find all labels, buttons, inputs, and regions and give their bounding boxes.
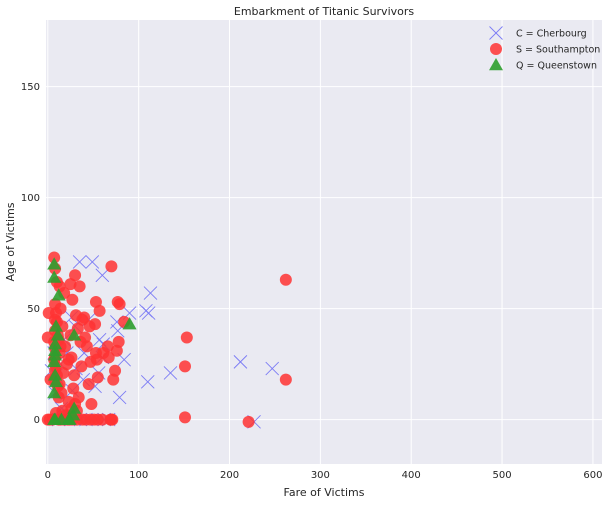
legend-marker — [489, 58, 503, 71]
data-point — [242, 415, 255, 428]
data-point — [180, 331, 193, 344]
legend-marker — [489, 26, 503, 40]
x-tick-label: 300 — [311, 470, 330, 481]
data-point — [110, 344, 123, 357]
data-point — [47, 270, 62, 283]
data-point — [59, 340, 72, 353]
grid-lines — [46, 20, 602, 464]
data-point — [143, 286, 158, 300]
data-point — [84, 355, 97, 368]
data-point — [51, 288, 66, 301]
chart-title: Embarkment of Titanic Survivors — [234, 5, 415, 18]
data-point — [82, 378, 95, 391]
data-point — [48, 348, 63, 361]
y-tick-label: 100 — [21, 193, 40, 204]
data-point — [265, 361, 280, 376]
data-point — [50, 328, 65, 341]
data-point — [41, 331, 54, 344]
data-point — [42, 307, 55, 320]
data-point — [140, 375, 155, 389]
data-point — [72, 255, 87, 269]
y-axis-label: Age of Victims — [4, 202, 17, 281]
legend-marker — [490, 43, 502, 55]
data-point — [64, 278, 77, 291]
legend-item: S = Southampton — [490, 43, 600, 56]
data-point — [233, 355, 248, 369]
x-tick-label: 0 — [45, 470, 51, 481]
data-point — [107, 373, 120, 386]
data-point — [69, 269, 82, 282]
data-point — [101, 340, 114, 353]
data-point — [105, 260, 118, 273]
data-point — [112, 390, 127, 405]
x-tick-label: 400 — [402, 470, 421, 481]
legend-label: C = Cherbourg — [516, 29, 587, 40]
x-axis-label: Fare of Victims — [284, 486, 365, 499]
data-point — [48, 374, 63, 388]
data-point — [48, 337, 63, 350]
axes: 0 100 200 300 400 500 600 0 50 100 150 — [21, 82, 603, 481]
data-point — [122, 317, 137, 330]
data-point — [48, 368, 63, 381]
data-point — [49, 298, 62, 311]
data-point — [68, 369, 81, 382]
data-point — [62, 412, 77, 425]
data-point — [179, 411, 191, 424]
data-point — [93, 304, 106, 317]
legend-label: S = Southampton — [516, 45, 600, 56]
y-tick-label: 0 — [34, 415, 40, 426]
data-point — [85, 255, 100, 269]
data-point — [47, 257, 62, 270]
data-point — [106, 413, 119, 426]
series-3 — [47, 257, 137, 425]
data-point — [279, 373, 292, 386]
data-point — [113, 298, 126, 311]
x-tick-label: 600 — [583, 470, 602, 481]
data-point — [66, 293, 79, 306]
y-tick-label: 50 — [27, 304, 40, 315]
data-point — [91, 371, 104, 384]
data-point — [67, 382, 80, 395]
legend-label: Q = Queenstown — [516, 61, 597, 72]
y-tick-label: 150 — [21, 82, 40, 93]
data-point — [179, 360, 191, 373]
x-tick-label: 200 — [220, 470, 239, 481]
data-point — [95, 268, 110, 283]
data-points — [41, 251, 292, 429]
x-tick-label: 100 — [129, 470, 148, 481]
data-point — [102, 351, 115, 364]
data-point — [47, 354, 62, 368]
data-point — [62, 353, 75, 366]
data-point — [47, 385, 62, 399]
data-point — [141, 306, 156, 320]
data-point — [67, 401, 82, 414]
data-point — [76, 313, 89, 326]
data-point — [48, 319, 63, 332]
data-point — [73, 280, 86, 293]
data-point — [279, 273, 292, 286]
legend-item: Q = Queenstown — [489, 58, 597, 72]
data-point — [57, 366, 70, 379]
legend: C = Cherbourg S = Southampton Q = Queensto… — [489, 26, 600, 72]
data-point — [75, 360, 88, 373]
x-tick-label: 500 — [493, 470, 512, 481]
legend-item: C = Cherbourg — [489, 26, 587, 40]
data-point — [163, 366, 178, 380]
data-point — [67, 328, 82, 341]
data-point — [85, 398, 98, 411]
